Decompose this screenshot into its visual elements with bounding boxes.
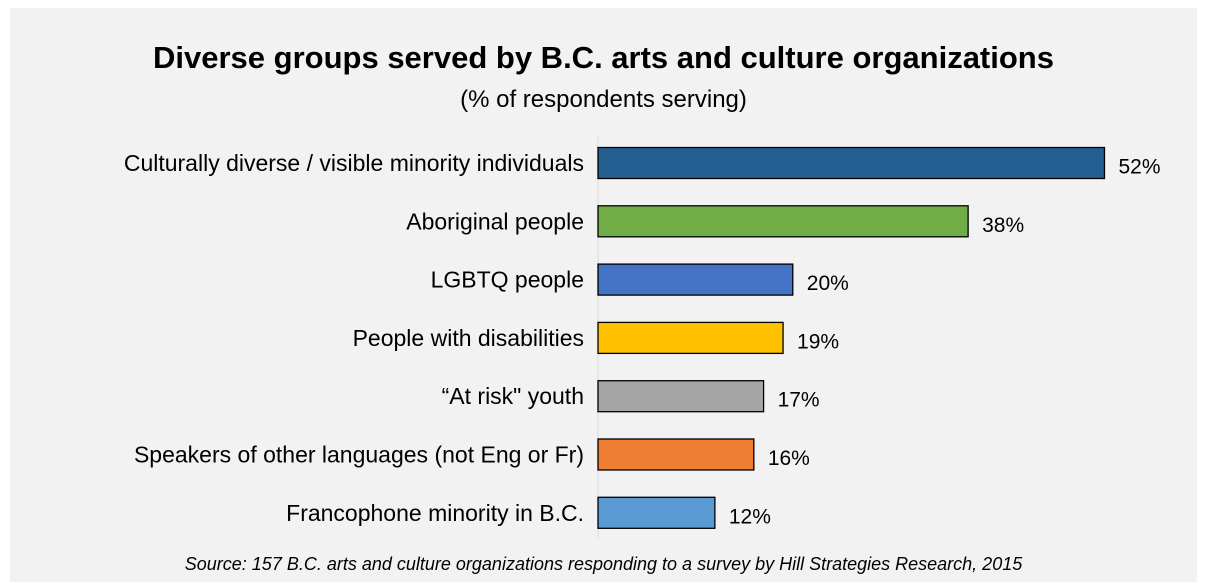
bar-1 <box>597 146 1106 180</box>
value-label-1: 52% <box>1118 156 1160 179</box>
category-label-6: Speakers of other languages (not Eng or … <box>134 442 584 468</box>
chart-area: Diverse groups served by B.C. arts and c… <box>10 8 1197 582</box>
bar-chart: Culturally diverse / visible minority in… <box>124 136 1161 538</box>
value-label-7: 12% <box>729 505 771 528</box>
category-label-7: Francophone minority in B.C. <box>286 500 584 526</box>
chart-subtitle: (% of respondents serving) <box>460 86 747 113</box>
bar-6 <box>597 438 755 471</box>
value-label-5: 17% <box>778 389 820 412</box>
value-label-6: 16% <box>768 447 810 470</box>
bar-4 <box>597 321 784 355</box>
category-label-5: “At risk" youth <box>442 383 584 409</box>
value-label-3: 20% <box>807 272 849 295</box>
bar-2 <box>597 205 969 238</box>
category-label-2: Aboriginal people <box>406 208 584 234</box>
chart-source: Source: 157 B.C. arts and culture organi… <box>184 554 1023 574</box>
chart-title: Diverse groups served by B.C. arts and c… <box>153 40 1054 75</box>
bar-7 <box>597 496 716 529</box>
value-label-4: 19% <box>797 330 839 353</box>
bar-3 <box>597 263 794 296</box>
value-label-2: 38% <box>982 214 1024 237</box>
category-label-3: LGBTQ people <box>431 267 584 293</box>
bar-5 <box>597 380 765 413</box>
category-label-4: People with disabilities <box>353 325 584 351</box>
category-label-1: Culturally diverse / visible minority in… <box>124 150 584 176</box>
